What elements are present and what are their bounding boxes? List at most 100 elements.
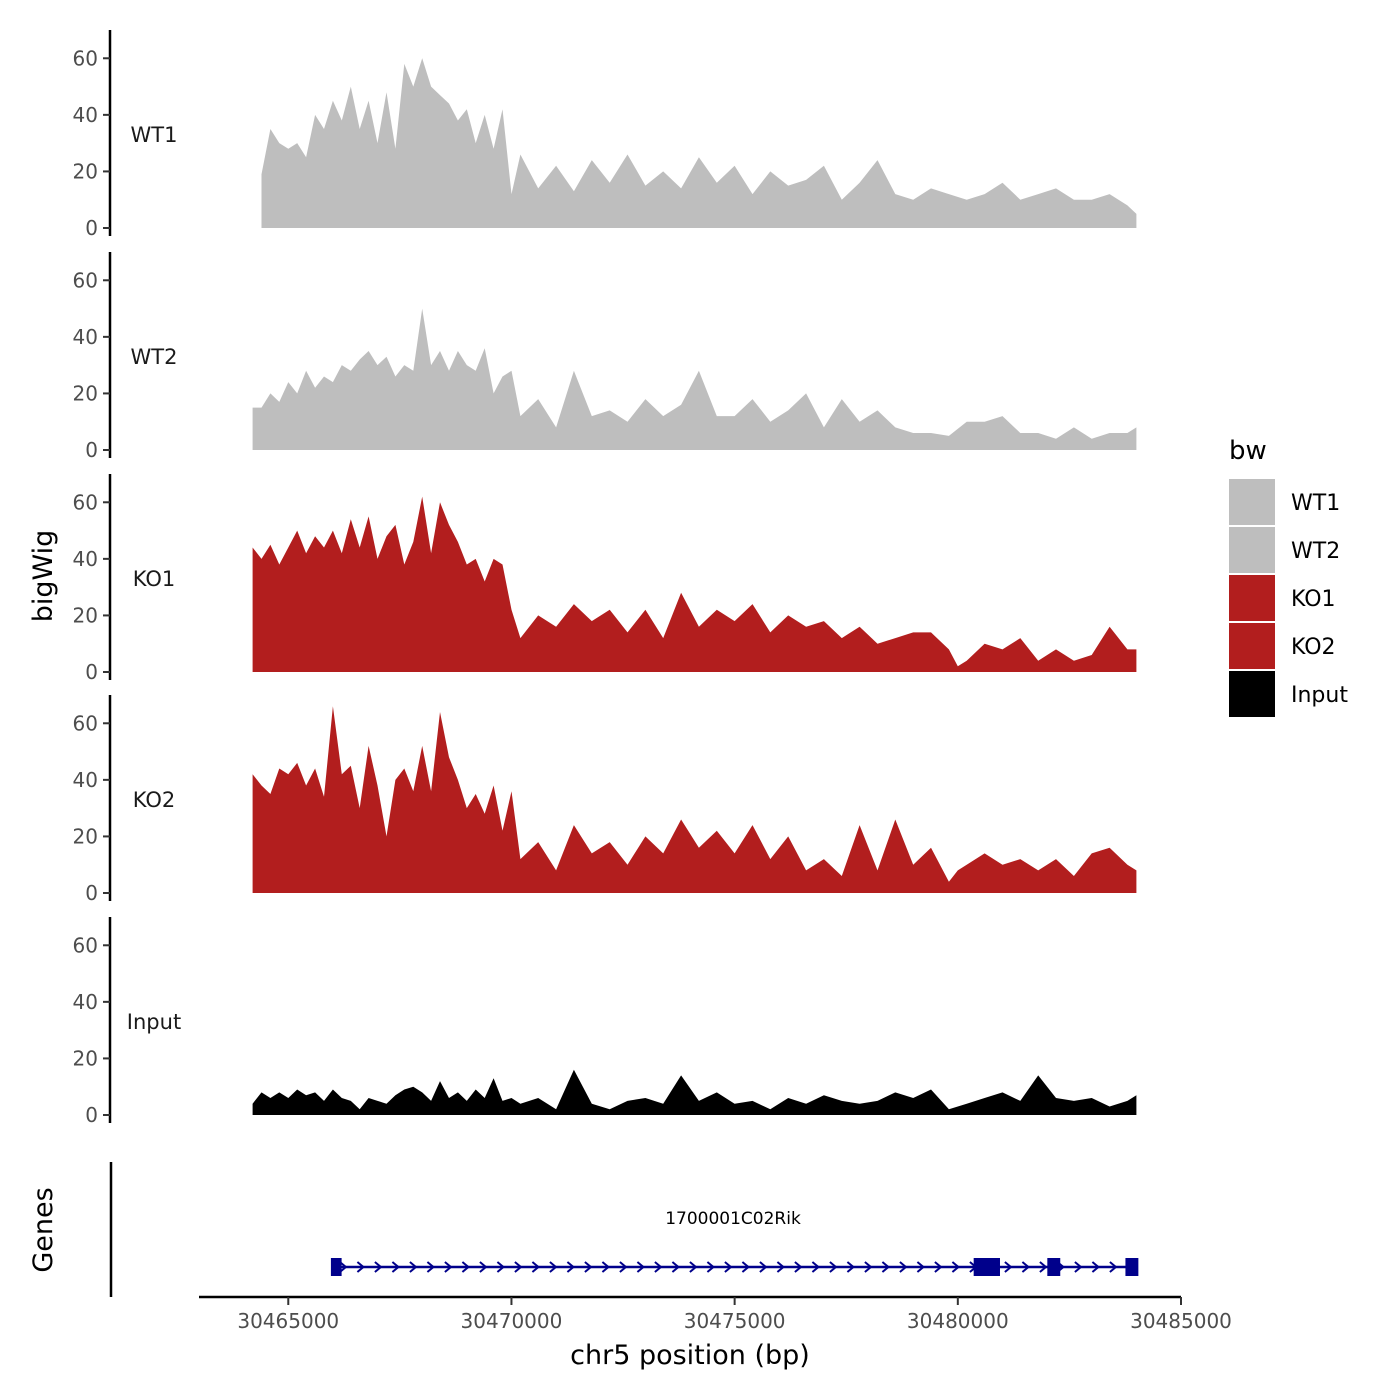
track-input-panel: 0 20 40 60 Input: [73, 917, 1137, 1127]
strand-arrow: [601, 1261, 610, 1273]
x-axis: 30465000 30470000 30475000 30480000 30485000…: [199, 1295, 1232, 1371]
strand-arrow: [776, 1261, 785, 1273]
strand-arrow: [531, 1261, 540, 1273]
track-input-label: Input: [127, 1010, 181, 1034]
x-tick-label: 30465000: [237, 1309, 339, 1333]
strand-arrow: [864, 1261, 873, 1273]
strand-arrow: [741, 1261, 750, 1273]
exon: [973, 1258, 1000, 1276]
strand-arrow: [654, 1261, 663, 1273]
strand-arrow: [1109, 1261, 1118, 1273]
strand-arrow: [1039, 1261, 1048, 1273]
strand-arrow: [374, 1261, 383, 1273]
track-wt2-area: [252, 308, 1137, 450]
track-wt2-y-tick-label: 60: [73, 268, 98, 292]
legend-label-wt1: WT1: [1291, 491, 1340, 516]
legend-label-ko2: KO2: [1291, 635, 1336, 660]
track-wt2-label: WT2: [131, 345, 178, 369]
strand-arrow: [514, 1261, 523, 1273]
track-wt1-y-tick-label: 0: [85, 216, 98, 240]
track-ko1-y-tick-label: 20: [73, 603, 98, 627]
legend-label-input: Input: [1291, 683, 1348, 708]
track-wt1-area: [261, 58, 1137, 228]
y-axis-title: bigWig: [28, 530, 59, 623]
genes-panel: Genes 1700001C02Rik: [28, 1162, 1139, 1297]
track-ko2-panel: 0 20 40 60 KO2: [73, 695, 1137, 905]
strand-arrow: [689, 1261, 698, 1273]
track-input-y-tick-label: 60: [73, 933, 98, 957]
x-tick-label: 30475000: [684, 1309, 786, 1333]
legend-swatch-ko1: [1229, 575, 1275, 621]
legend-swatch-wt2: [1229, 527, 1275, 573]
strand-arrow: [916, 1261, 925, 1273]
strand-arrow: [934, 1261, 943, 1273]
track-ko2-y-tick-label: 20: [73, 824, 98, 848]
track-wt2-y-tick-label: 20: [73, 381, 98, 405]
track-wt1-y-tick-label: 20: [73, 159, 98, 183]
strand-arrow: [881, 1261, 890, 1273]
track-wt1-y-tick-label: 40: [73, 103, 98, 127]
track-input-y-tick-label: 20: [73, 1046, 98, 1070]
x-axis-title: chr5 position (bp): [570, 1340, 810, 1371]
legend-swatch-input: [1229, 671, 1275, 717]
track-input-y-tick-label: 40: [73, 990, 98, 1014]
exon: [330, 1258, 342, 1276]
strand-arrow: [951, 1261, 960, 1273]
track-wt2-y-tick-label: 40: [73, 325, 98, 349]
strand-arrow: [461, 1261, 470, 1273]
strand-arrow: [566, 1261, 575, 1273]
track-wt2-y-tick-label: 0: [85, 438, 98, 462]
strand-arrow: [1074, 1261, 1083, 1273]
strand-arrow: [444, 1261, 453, 1273]
legend-swatch-wt1: [1229, 479, 1275, 525]
strand-arrow: [426, 1261, 435, 1273]
track-input-area: [252, 1069, 1137, 1115]
strand-arrow: [584, 1261, 593, 1273]
gene-model: [330, 1258, 1139, 1276]
strand-arrow: [1004, 1261, 1013, 1273]
track-ko1-area: [252, 496, 1137, 672]
track-wt2-panel: 0 20 40 60 WT2: [73, 252, 1137, 462]
strand-arrow: [409, 1261, 418, 1273]
legend-label-ko1: KO1: [1291, 587, 1336, 612]
strand-arrow: [899, 1261, 908, 1273]
track-ko2-label: KO2: [133, 788, 176, 812]
track-input-y-tick-label: 0: [85, 1103, 98, 1127]
strand-arrow: [759, 1261, 768, 1273]
x-axis-ticks: 30465000 30470000 30475000 30480000 30485000: [237, 1297, 1232, 1333]
tracks: 0 20 40 60 WT1 0 20 40 60 WT2 0 20 40 60 KO1 0 20 40 60 KO2…: [73, 30, 1137, 1127]
strand-arrow: [356, 1261, 365, 1273]
strand-arrow: [391, 1261, 400, 1273]
strand-arrow: [479, 1261, 488, 1273]
track-wt1-label: WT1: [131, 123, 178, 147]
exon: [1125, 1258, 1139, 1276]
strand-arrow: [794, 1261, 803, 1273]
track-ko1-panel: 0 20 40 60 KO1: [73, 474, 1137, 684]
strand-arrow: [706, 1261, 715, 1273]
x-tick-label: 30480000: [907, 1309, 1009, 1333]
track-ko1-y-tick-label: 0: [85, 660, 98, 684]
legend-entries: WT1 WT2 KO1 KO2 Input: [1229, 479, 1348, 717]
strand-arrow: [846, 1261, 855, 1273]
exon: [1047, 1258, 1061, 1276]
track-ko1-label: KO1: [133, 567, 176, 591]
track-wt1-panel: 0 20 40 60 WT1: [73, 30, 1137, 240]
strand-arrow: [549, 1261, 558, 1273]
strand-arrow: [619, 1261, 628, 1273]
strand-arrow: [339, 1261, 348, 1273]
track-ko2-y-tick-label: 60: [73, 711, 98, 735]
strand-arrow: [1091, 1261, 1100, 1273]
strand-arrow: [829, 1261, 838, 1273]
legend: bw WT1 WT2 KO1 KO2 Input: [1229, 436, 1348, 717]
legend-swatch-ko2: [1229, 623, 1275, 669]
track-ko2-y-tick-label: 0: [85, 881, 98, 905]
strand-arrow: [1021, 1261, 1030, 1273]
track-ko1-y-tick-label: 40: [73, 547, 98, 571]
track-ko2-y-tick-label: 40: [73, 768, 98, 792]
gene-label: 1700001C02Rik: [665, 1209, 801, 1229]
strand-arrow: [496, 1261, 505, 1273]
x-tick-label: 30485000: [1130, 1309, 1232, 1333]
track-ko2-area: [252, 706, 1137, 893]
genes-axis-title: Genes: [28, 1187, 59, 1272]
